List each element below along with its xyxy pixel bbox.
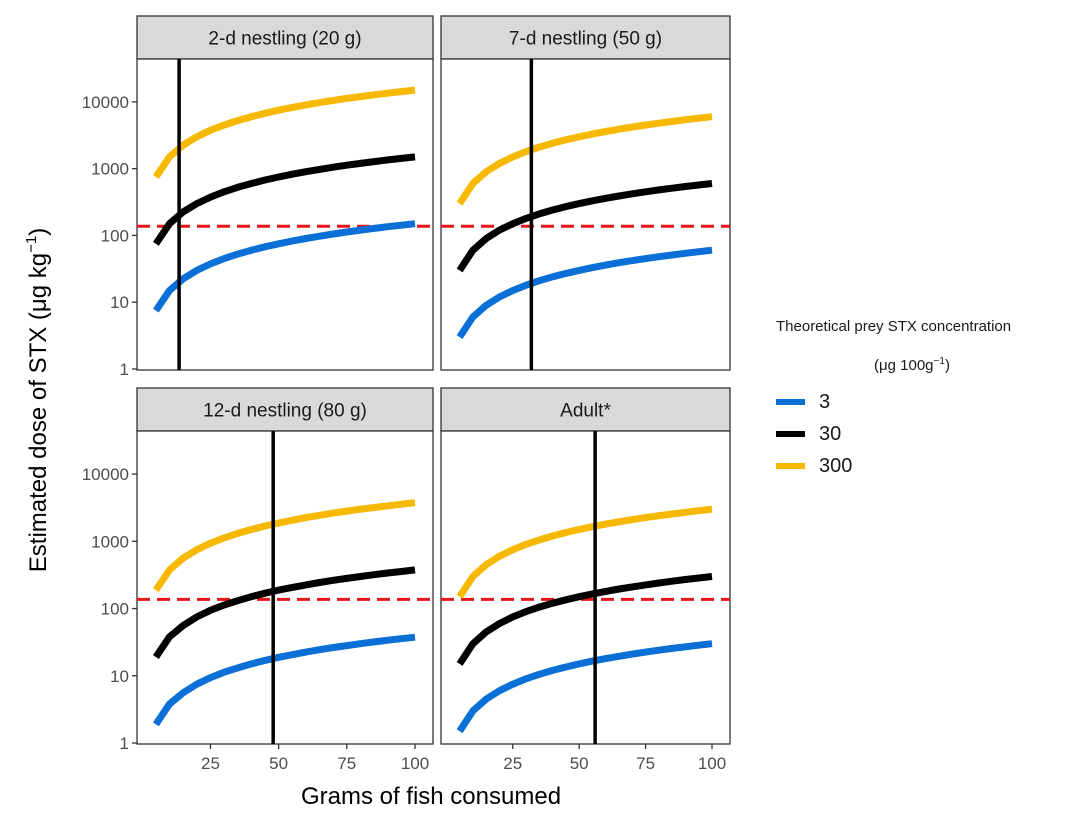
legend-subtitle-close: ) [944, 357, 950, 374]
series-line-30 [152, 566, 416, 659]
panel-2: 12-d nestling (80 g) 1 10 100 1000 10000 25 50 7… [82, 387, 434, 773]
x-tick-label: 100 [698, 754, 726, 773]
x-axis-label: Grams of fish consumed [301, 783, 561, 809]
panel-strip [136, 15, 434, 60]
legend-subtitle-sup: −1 [933, 356, 945, 367]
panel-title: 7-d nestling (50 g) [509, 29, 662, 50]
legend-subtitle-main: (μg 100g [874, 357, 934, 374]
panel-title: 2-d nestling (20 g) [208, 29, 361, 50]
series-line-3 [456, 640, 713, 734]
panel-border [440, 430, 731, 745]
legend-swatch-300 [776, 463, 805, 469]
panel-title: Adult* [560, 401, 611, 422]
legend-item-30: 30 [776, 422, 841, 446]
series-line-300 [152, 499, 416, 593]
series-line-30 [456, 180, 713, 273]
y-tick-label: 100 [101, 600, 129, 619]
x-tick-label: 75 [337, 754, 356, 773]
legend-item-3: 3 [776, 390, 830, 414]
legend-label-30: 30 [819, 422, 842, 445]
x-tick-label: 75 [636, 754, 655, 773]
y-tick-label: 10 [110, 667, 129, 686]
x-tick-label: 100 [401, 754, 429, 773]
x-tick-label: 25 [201, 754, 220, 773]
x-tick-label: 25 [503, 754, 522, 773]
legend-swatch-3 [776, 399, 805, 405]
legend-title: Theoretical prey STX concentration [776, 318, 1012, 335]
y-tick-label: 10000 [82, 93, 129, 112]
series-line-3 [153, 220, 416, 313]
y-tick-label: 1000 [91, 532, 129, 551]
panel-border [440, 58, 731, 371]
series-line-30 [153, 153, 416, 246]
y-axis-label: Estimated dose of STX (μg kg−1) [23, 228, 52, 572]
series-line-300 [456, 113, 713, 206]
y-tick-label: 10 [110, 293, 129, 312]
series-line-3 [152, 633, 416, 727]
panel-strip [440, 387, 731, 432]
x-tick-label: 50 [269, 754, 288, 773]
panel-title: 12-d nestling (80 g) [203, 401, 367, 422]
y-tick-label: 1000 [91, 160, 129, 179]
legend-subtitle: (μg 100g−1) [874, 356, 950, 374]
y-axis-label-close: ) [25, 228, 52, 236]
y-tick-label: 1 [120, 360, 129, 379]
legend-label-300: 300 [819, 454, 853, 477]
y-tick-label: 1 [120, 734, 129, 753]
panel-0: 2-d nestling (20 g) 1 10 100 1000 10000 [82, 15, 434, 379]
series-line-300 [456, 505, 713, 599]
y-axis-label-main: Estimated dose of STX (μg kg [25, 253, 52, 572]
series-line-3 [456, 246, 713, 340]
legend-label-3: 3 [819, 390, 831, 413]
x-tick-label: 50 [570, 754, 589, 773]
legend-swatch-30 [776, 431, 805, 437]
y-tick-label: 10000 [82, 465, 129, 484]
legend-item-300: 300 [776, 454, 852, 478]
y-tick-label: 100 [101, 226, 129, 245]
series-line-30 [456, 573, 713, 666]
y-axis-label-sup: −1 [23, 236, 40, 253]
series-line-300 [153, 86, 416, 179]
panel-3: Adult* 25 50 75 100 [440, 387, 731, 773]
panel-1: 7-d nestling (50 g) [440, 15, 731, 371]
panel-strip [136, 387, 434, 432]
facet-panels: 2-d nestling (20 g) 1 10 100 1000 10000 7-d ne… [82, 15, 731, 773]
